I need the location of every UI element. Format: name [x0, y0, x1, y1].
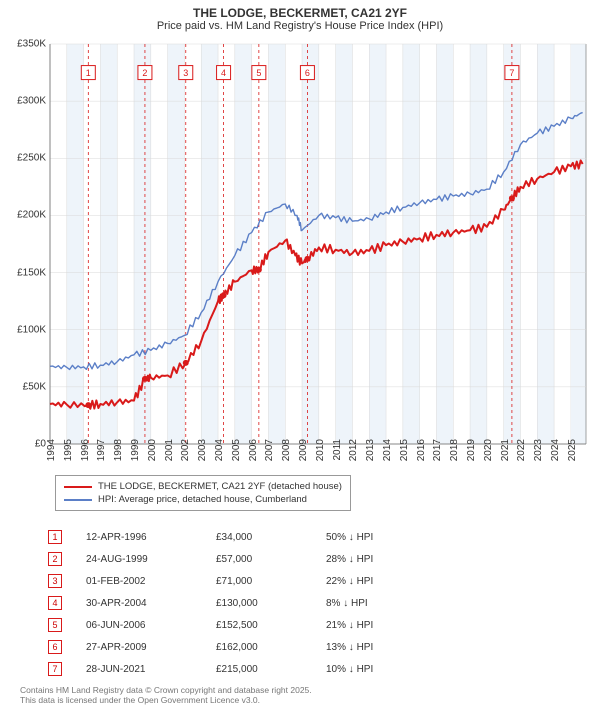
event-price: £152,500: [216, 620, 326, 631]
y-tick: £200K: [4, 210, 46, 221]
x-tick: 2022: [516, 439, 527, 461]
x-tick: 2023: [533, 439, 544, 461]
event-date: 27-APR-2009: [86, 642, 216, 653]
y-tick: £250K: [4, 153, 46, 164]
x-tick: 2021: [500, 439, 511, 461]
event-price: £130,000: [216, 598, 326, 609]
x-tick: 2007: [264, 439, 275, 461]
event-date: 30-APR-2004: [86, 598, 216, 609]
event-row: 7 28-JUN-2021£215,00010% ↓ HPI: [48, 658, 446, 680]
event-date: 06-JUN-2006: [86, 620, 216, 631]
svg-text:1: 1: [86, 68, 91, 78]
svg-text:3: 3: [183, 68, 188, 78]
event-number-box: 1: [48, 530, 62, 544]
event-date: 01-FEB-2002: [86, 576, 216, 587]
x-tick: 2002: [180, 439, 191, 461]
svg-text:2: 2: [142, 68, 147, 78]
event-delta: 8% ↓ HPI: [326, 598, 446, 609]
chart-area: 1234567 19941995199619971998199920002001…: [50, 44, 586, 444]
chart-subtitle: Price paid vs. HM Land Registry's House …: [0, 20, 600, 32]
x-tick: 2000: [147, 439, 158, 461]
event-number-box: 7: [48, 662, 62, 676]
event-row: 4 30-APR-2004£130,0008% ↓ HPI: [48, 592, 446, 614]
event-row: 2 24-AUG-1999£57,00028% ↓ HPI: [48, 548, 446, 570]
x-tick: 2004: [214, 439, 225, 461]
x-tick: 2019: [466, 439, 477, 461]
event-number-box: 6: [48, 640, 62, 654]
x-tick: 1998: [113, 439, 124, 461]
x-tick: 1996: [80, 439, 91, 461]
x-tick: 2014: [382, 439, 393, 461]
event-number-box: 4: [48, 596, 62, 610]
svg-text:4: 4: [221, 68, 226, 78]
legend-item-hpi: HPI: Average price, detached house, Cumb…: [64, 493, 342, 506]
event-delta: 13% ↓ HPI: [326, 642, 446, 653]
legend-swatch-property: [64, 486, 92, 488]
x-tick: 1995: [63, 439, 74, 461]
x-tick: 2011: [332, 439, 343, 461]
x-tick: 1994: [46, 439, 57, 461]
event-number-box: 2: [48, 552, 62, 566]
event-delta: 50% ↓ HPI: [326, 532, 446, 543]
footer-line2: This data is licensed under the Open Gov…: [20, 695, 312, 706]
event-price: £71,000: [216, 576, 326, 587]
event-number-box: 5: [48, 618, 62, 632]
event-table: 1 12-APR-1996£34,00050% ↓ HPI 2 24-AUG-1999…: [48, 526, 446, 680]
event-price: £57,000: [216, 554, 326, 565]
footer-line1: Contains HM Land Registry data © Crown c…: [20, 685, 312, 696]
event-delta: 21% ↓ HPI: [326, 620, 446, 631]
event-delta: 10% ↓ HPI: [326, 664, 446, 675]
x-tick: 2024: [550, 439, 561, 461]
x-tick: 2009: [298, 439, 309, 461]
x-tick: 2013: [365, 439, 376, 461]
x-tick: 2005: [231, 439, 242, 461]
event-price: £215,000: [216, 664, 326, 675]
event-date: 24-AUG-1999: [86, 554, 216, 565]
legend-label-property: THE LODGE, BECKERMET, CA21 2YF (detached…: [98, 481, 342, 492]
svg-text:6: 6: [305, 68, 310, 78]
x-tick: 2018: [449, 439, 460, 461]
event-row: 1 12-APR-1996£34,00050% ↓ HPI: [48, 526, 446, 548]
y-tick: £100K: [4, 324, 46, 335]
event-date: 28-JUN-2021: [86, 664, 216, 675]
x-tick: 1997: [96, 439, 107, 461]
legend: THE LODGE, BECKERMET, CA21 2YF (detached…: [55, 475, 351, 511]
chart-header: THE LODGE, BECKERMET, CA21 2YF Price pai…: [0, 0, 600, 34]
event-date: 12-APR-1996: [86, 532, 216, 543]
x-tick: 2008: [281, 439, 292, 461]
event-row: 3 01-FEB-2002£71,00022% ↓ HPI: [48, 570, 446, 592]
y-tick: £150K: [4, 267, 46, 278]
event-price: £162,000: [216, 642, 326, 653]
y-tick: £300K: [4, 96, 46, 107]
event-number-box: 3: [48, 574, 62, 588]
x-tick: 2001: [164, 439, 175, 461]
event-row: 5 06-JUN-2006£152,50021% ↓ HPI: [48, 614, 446, 636]
chart-title: THE LODGE, BECKERMET, CA21 2YF: [0, 6, 600, 20]
event-row: 6 27-APR-2009£162,00013% ↓ HPI: [48, 636, 446, 658]
legend-label-hpi: HPI: Average price, detached house, Cumb…: [98, 494, 307, 505]
legend-swatch-hpi: [64, 499, 92, 501]
x-tick: 1999: [130, 439, 141, 461]
svg-text:7: 7: [509, 68, 514, 78]
x-tick: 2017: [432, 439, 443, 461]
x-tick: 2012: [348, 439, 359, 461]
legend-item-property: THE LODGE, BECKERMET, CA21 2YF (detached…: [64, 480, 342, 493]
event-delta: 28% ↓ HPI: [326, 554, 446, 565]
x-tick: 2020: [483, 439, 494, 461]
footer: Contains HM Land Registry data © Crown c…: [20, 685, 312, 706]
event-price: £34,000: [216, 532, 326, 543]
y-tick: £0: [4, 439, 46, 450]
event-delta: 22% ↓ HPI: [326, 576, 446, 587]
x-tick: 2015: [399, 439, 410, 461]
x-tick: 2010: [315, 439, 326, 461]
svg-text:5: 5: [256, 68, 261, 78]
chart-svg: 1 2 3 4 5 6 7: [50, 44, 586, 444]
x-tick: 2016: [416, 439, 427, 461]
x-tick: 2006: [248, 439, 259, 461]
x-tick: 2003: [197, 439, 208, 461]
y-tick: £50K: [4, 381, 46, 392]
x-tick: 2025: [567, 439, 578, 461]
y-tick: £350K: [4, 39, 46, 50]
